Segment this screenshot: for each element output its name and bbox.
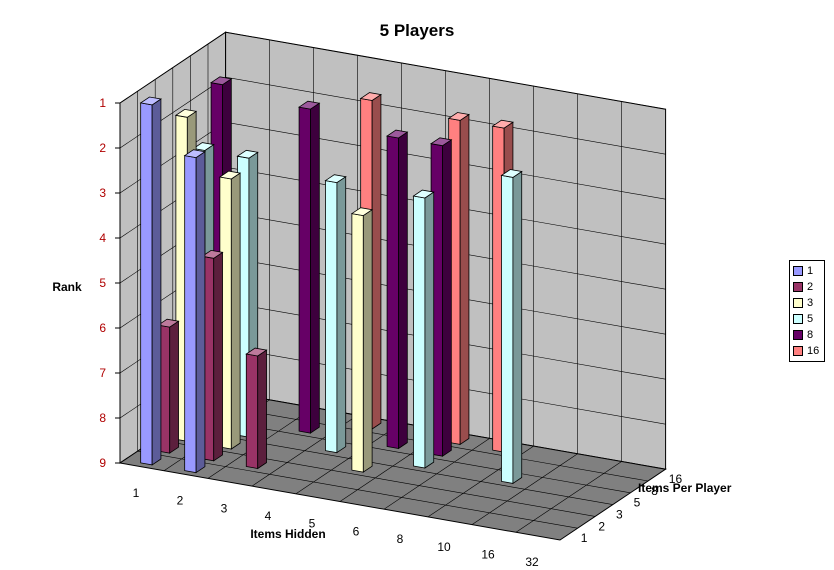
legend-swatch xyxy=(793,330,803,340)
x-tick-label: 5 xyxy=(309,517,316,531)
legend-item: 5 xyxy=(793,311,821,327)
legend-swatch xyxy=(793,314,803,324)
z-tick-label: 2 xyxy=(598,519,605,533)
bar xyxy=(350,207,374,473)
x-tick-label: 6 xyxy=(353,524,360,538)
bar xyxy=(324,174,347,454)
legend-label: 1 xyxy=(807,265,814,277)
legend-swatch xyxy=(793,346,803,356)
legend-label: 3 xyxy=(807,297,814,309)
y-tick-label: 9 xyxy=(99,456,106,470)
z-tick-label: 3 xyxy=(616,508,623,522)
y-tick-label: 2 xyxy=(99,141,106,155)
x-tick-label: 16 xyxy=(481,547,495,561)
legend-swatch xyxy=(793,282,803,292)
legend-item: 3 xyxy=(793,295,821,311)
bar xyxy=(412,189,435,469)
x-tick-label: 32 xyxy=(525,555,539,569)
x-tick-labels: 1 2 3 4 5 6 8 10 16 32 xyxy=(133,486,539,569)
legend-label: 5 xyxy=(807,313,814,325)
legend-swatch xyxy=(793,298,803,308)
legend-item: 16 xyxy=(793,343,821,359)
bar xyxy=(201,249,224,462)
bar xyxy=(386,129,409,450)
bar xyxy=(500,169,523,485)
bar xyxy=(139,96,162,466)
x-tick-label: 10 xyxy=(437,540,451,554)
legend-label: 8 xyxy=(807,329,814,341)
chart-title: 5 Players xyxy=(380,21,455,40)
bar xyxy=(298,100,321,434)
legend: 1 2 3 5 8 16 xyxy=(789,260,825,362)
z-tick-label: 16 xyxy=(669,472,683,486)
y-tick-labels: 1 2 3 4 5 6 7 8 9 xyxy=(99,96,120,470)
x-tick-label: 3 xyxy=(221,501,228,515)
y-tick-label: 7 xyxy=(99,366,106,380)
z-tick-label: 8 xyxy=(651,484,658,498)
y-tick-label: 6 xyxy=(99,321,106,335)
y-axis-title: Rank xyxy=(52,280,82,294)
z-tick-label: 5 xyxy=(634,496,641,510)
legend-label: 16 xyxy=(807,345,820,357)
legend-swatch xyxy=(793,266,803,276)
bar xyxy=(183,149,206,474)
z-axis-title: Items Per Player xyxy=(638,481,732,495)
legend-item: 8 xyxy=(793,327,821,343)
x-tick-label: 8 xyxy=(397,532,404,546)
y-tick-label: 4 xyxy=(99,231,106,245)
x-tick-label: 1 xyxy=(133,486,140,500)
x-tick-label: 2 xyxy=(177,494,184,508)
x-axis-title: Items Hidden xyxy=(250,527,325,541)
y-tick-label: 1 xyxy=(99,96,106,110)
legend-label: 2 xyxy=(807,281,814,293)
legend-item: 1 xyxy=(793,263,821,279)
bars xyxy=(139,76,523,485)
x-tick-label: 4 xyxy=(265,509,272,523)
y-tick-label: 8 xyxy=(99,411,106,425)
bar xyxy=(245,347,268,470)
y-tick-label: 5 xyxy=(99,276,106,290)
z-tick-label: 1 xyxy=(581,531,588,545)
legend-item: 2 xyxy=(793,279,821,295)
y-tick-label: 3 xyxy=(99,186,106,200)
